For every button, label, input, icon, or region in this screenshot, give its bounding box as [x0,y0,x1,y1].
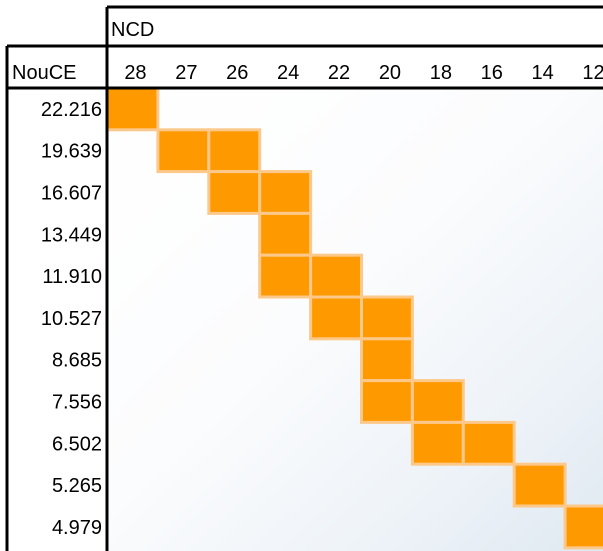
row-labels: 22.216 19.639 16.607 13.449 11.910 10.527 8.68… [41,99,102,539]
row-label: 16.607 [41,183,102,205]
row-label: 19.639 [41,141,102,163]
heatmap-cell [410,379,465,424]
row-label: 10.527 [41,308,102,330]
heatmap-cell [258,253,313,299]
cells-layer [105,86,603,550]
column-label: 16 [481,62,503,84]
row-label: 11.910 [42,266,102,288]
row-label: 8.685 [52,350,102,372]
heatmap-cell [461,420,516,466]
heatmap-cell [563,504,603,550]
column-label: 26 [226,62,248,84]
heatmap-cell [512,462,567,508]
row-label: 5.265 [52,475,102,497]
column-label: 27 [175,62,197,84]
column-labels: 28 27 26 24 22 20 18 16 14 12 [124,62,603,84]
heatmap-cell [360,295,414,341]
column-label: 18 [430,62,452,84]
heatmap-cell [360,379,414,424]
heatmap-cell [258,211,313,257]
col-header-label: NCD [111,19,154,41]
row-label: 4.979 [52,517,102,539]
column-label: 14 [532,62,554,84]
row-label: 6.502 [52,433,102,455]
row-header-label: NouCE [12,62,76,84]
column-label: 28 [124,62,146,84]
column-label: 20 [379,62,401,84]
heatmap-cell [410,420,465,466]
heatmap-cell [258,170,313,215]
row-label: 22.216 [41,99,102,121]
heatmap-cell [309,295,364,341]
heatmap-cell [309,253,364,299]
heatmap-cell [156,128,211,174]
heatmap-cell [207,170,262,215]
heatmap-cell [105,86,160,132]
column-label: 12 [582,62,603,84]
column-label: 22 [328,62,350,84]
header-background [107,46,603,88]
row-label: 7.556 [52,392,102,414]
heatmap-cell [207,128,262,174]
column-label: 24 [277,62,299,84]
row-label: 13.449 [41,224,102,246]
heatmap-cell [360,337,414,383]
